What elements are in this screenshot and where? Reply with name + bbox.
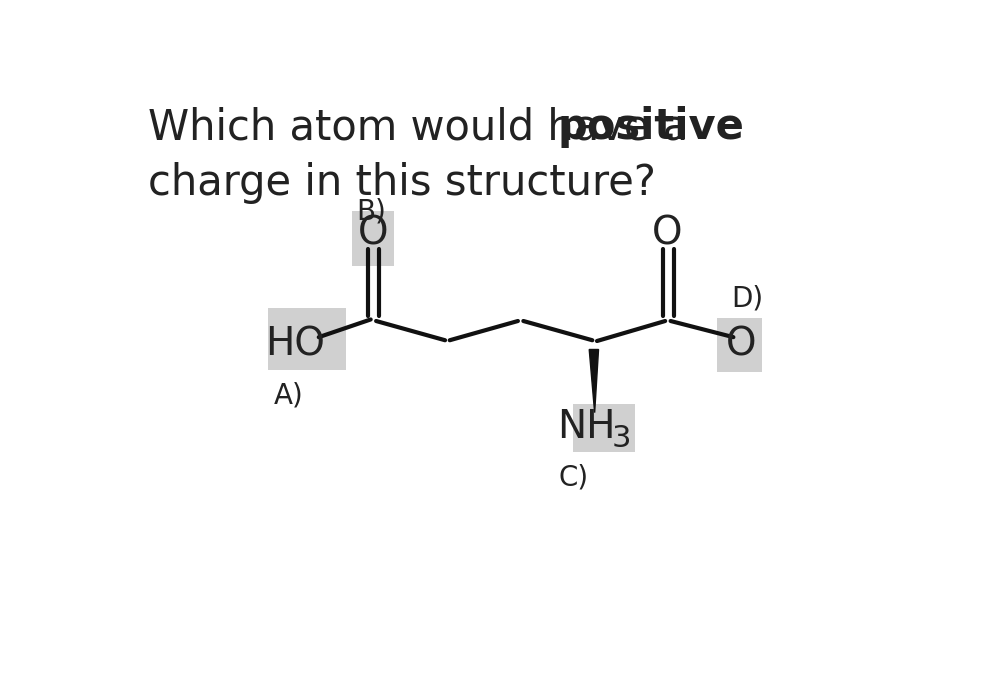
Text: NH: NH [557,409,615,446]
Text: HO: HO [266,326,325,364]
Text: O: O [726,326,756,364]
Text: C): C) [559,464,589,491]
Text: positive: positive [557,106,744,148]
FancyBboxPatch shape [352,211,394,267]
Text: charge in this structure?: charge in this structure? [148,162,656,204]
Text: 3: 3 [611,424,631,454]
Text: O: O [358,214,388,252]
Text: B): B) [356,197,386,225]
FancyBboxPatch shape [717,318,762,371]
Text: Which atom would have a: Which atom would have a [148,106,702,148]
Text: A): A) [274,382,304,410]
Text: O: O [652,214,683,252]
Text: D): D) [731,285,763,313]
FancyBboxPatch shape [268,308,346,369]
FancyBboxPatch shape [573,404,635,452]
Polygon shape [589,349,599,413]
